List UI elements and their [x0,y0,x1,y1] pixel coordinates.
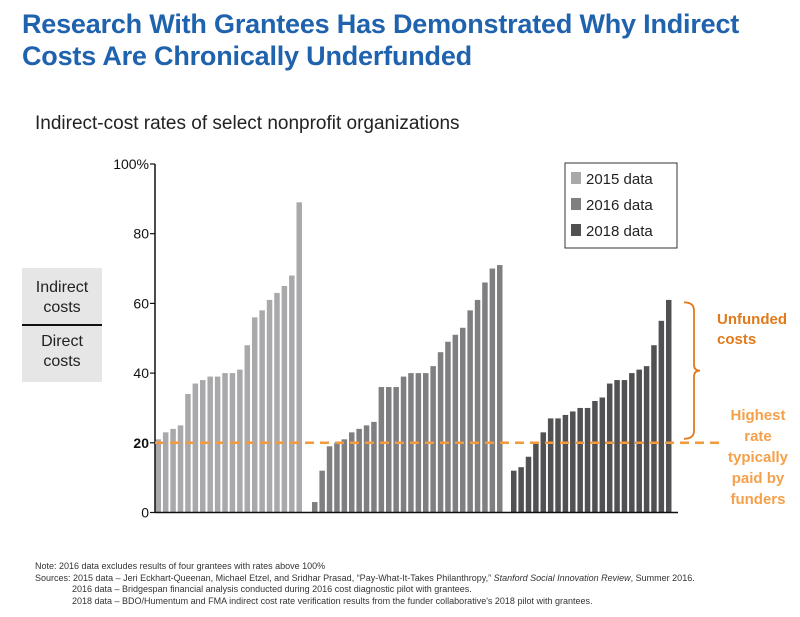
bar-2018-data-1 [511,470,517,513]
legend-label: 2015 data [586,171,653,188]
legend-label: 2018 data [586,223,653,240]
bar-2016-data-1 [312,502,318,513]
bar-2018-data-21 [658,320,665,513]
chart-title: Indirect-cost rates of select nonprofit … [35,113,460,134]
bar-2016-data-20 [452,334,459,513]
bar-2018-data-8 [562,414,569,513]
bar-2015-data-10 [222,373,228,513]
bar-2015-data-6 [192,383,199,513]
bar-2016-data-8 [363,425,370,513]
bar-2016-data-25 [489,268,496,513]
bar-2018-data-16 [621,380,628,513]
bar-2015-data-9 [214,376,221,513]
bar-2018-data-18 [636,369,642,513]
y-tick-label: 80 [133,226,149,242]
unfunded-costs-label: Unfunded costs [717,311,787,348]
bar-2015-data-16 [266,299,273,513]
bar-2018-data-15 [614,380,620,513]
bar-2016-data-13 [400,376,407,513]
bar-2015-data-17 [274,292,280,513]
bar-2016-data-19 [445,341,451,513]
source-2015: Sources: 2015 data – Jeri Eckhart-Queena… [35,573,695,585]
source-2015-date: , Summer 2016. [630,572,695,583]
bar-2016-data-7 [356,428,362,513]
bar-2015-data-13 [244,345,251,513]
y-tick-label: 20 [133,435,149,451]
bar-2018-data-2 [518,467,524,513]
bar-2015-data-7 [200,380,206,513]
bar-2018-data-6 [547,418,554,513]
bar-2018-data-5 [540,432,547,513]
bar-2015-data-2 [162,432,169,513]
bar-2016-data-22 [467,310,473,513]
legend-box [564,162,678,249]
legend-swatch [571,198,581,210]
bar-2015-data-5 [185,394,191,513]
y-tick-label: 0 [141,505,149,521]
bar-2016-data-5 [341,439,348,513]
bar-2016-data-17 [430,366,436,513]
page-title: Research With Grantees Has Demonstrated … [22,9,740,71]
bar-2018-data-4 [533,442,539,513]
bar-2018-data-17 [629,373,635,513]
bar-2016-data-26 [497,265,503,513]
bar-2015-data-15 [259,310,265,513]
ratio-numerator: Indirect costs [35,279,89,316]
ratio-box: Indirect costs Direct costs [22,268,102,382]
bar-2016-data-9 [371,421,377,513]
bar-2018-data-20 [651,345,657,513]
bar-2016-data-23 [474,299,481,513]
note-text: Note: 2016 data excludes results of four… [35,561,326,571]
bar-2015-data-3 [170,428,176,513]
bar-2018-data-22 [665,299,672,513]
bar-2016-data-21 [460,327,466,513]
bar-2015-data-8 [207,376,213,513]
legend-swatch [571,224,581,236]
highest-rate-label: Highest rate typically paid by funders [728,407,789,508]
bar-2018-data-7 [555,418,561,513]
bar-2018-data-10 [577,407,583,513]
y-tick-label: 100% [113,156,149,172]
ratio-denominator: Direct costs [41,333,83,370]
y-tick-label: 60 [133,295,149,311]
unfunded-brace [683,301,701,440]
legend-label: 2016 data [586,197,653,214]
legend-swatch [571,172,581,184]
bar-2018-data-19 [643,366,650,513]
footnotes: Note: 2016 data excludes results of four… [35,561,695,607]
sources-label: Sources: [35,572,74,583]
bar-2018-data-9 [570,411,576,513]
bar-2016-data-2 [319,470,325,513]
bar-2016-data-18 [437,352,444,513]
bar-2015-data-1 [155,439,161,513]
bar-2018-data-14 [606,383,613,513]
source-2015-text: 2015 data – Jeri Eckhart-Queenan, Michae… [73,572,494,583]
bar-2016-data-24 [482,282,488,513]
bar-2015-data-20 [296,202,302,513]
source-2016: 2016 data – Bridgespan financial analysi… [72,584,472,594]
bar-2015-data-12 [237,369,243,513]
bar-2018-data-11 [584,407,591,513]
bar-2015-data-14 [251,317,258,513]
bar-2016-data-6 [349,432,355,513]
bar-2018-data-12 [592,400,598,513]
bar-2016-data-3 [326,446,333,513]
source-2015-journal: Stanford Social Innovation Review [493,572,631,583]
bar-2018-data-3 [525,456,532,513]
bar-2015-data-18 [281,285,288,513]
bar-2016-data-11 [386,387,392,513]
bar-2016-data-12 [393,387,399,513]
bar-2015-data-19 [289,275,295,513]
ratio-divider [22,324,102,326]
source-2018: 2018 data – BDO/Humentum and FMA indirec… [72,595,593,606]
bar-2018-data-13 [599,397,606,513]
bar-2015-data-4 [177,425,184,513]
bar-2016-data-4 [334,442,340,513]
bar-2016-data-10 [378,387,385,513]
y-tick-label: 40 [133,365,149,381]
